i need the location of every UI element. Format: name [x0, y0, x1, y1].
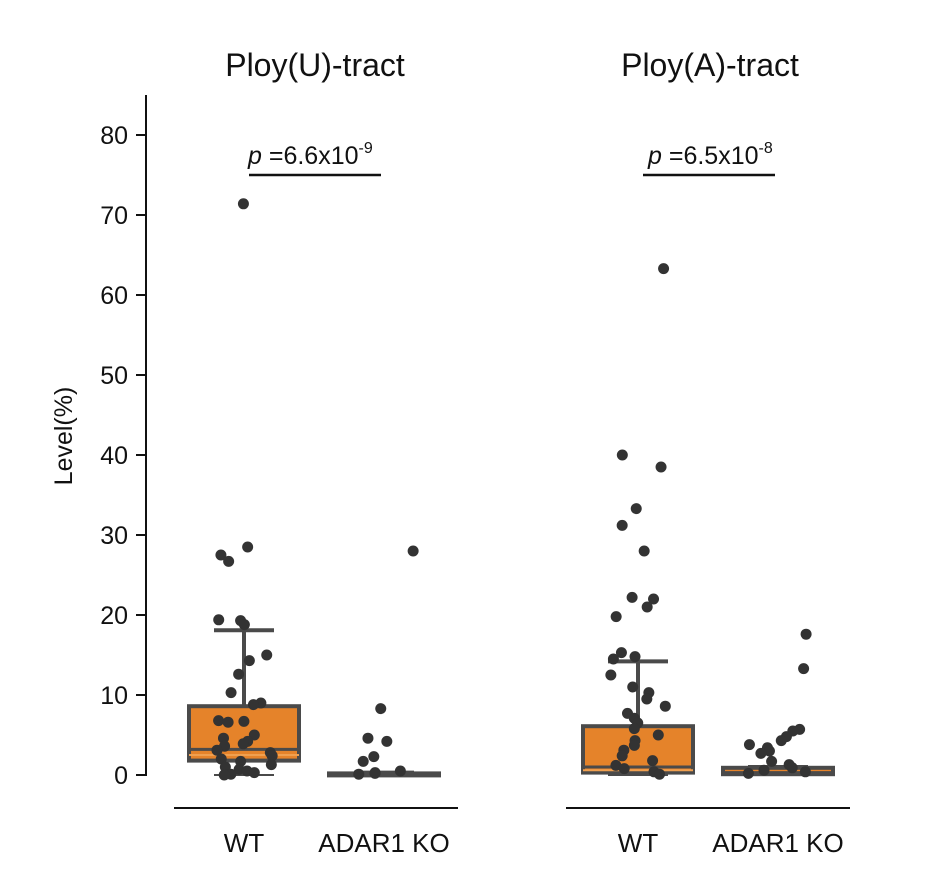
data-point: [766, 755, 778, 767]
data-point: [610, 611, 622, 623]
y-tick-label: 40: [100, 442, 128, 470]
data-point: [238, 715, 250, 727]
data-point: [215, 549, 227, 561]
p-value-right: p =6.5x10-8: [647, 140, 773, 170]
y-tick-label: 50: [100, 362, 128, 390]
p-text-right: =6.5x10: [662, 142, 759, 170]
data-point: [222, 716, 234, 728]
data-point: [647, 755, 659, 767]
x-tick-label-left-wt: WT: [224, 828, 265, 858]
data-point: [237, 738, 249, 750]
data-point: [628, 723, 640, 735]
data-point: [616, 449, 628, 461]
box-iqr: [721, 765, 835, 777]
data-point: [638, 545, 650, 557]
data-point: [233, 668, 245, 680]
data-point: [218, 769, 230, 781]
data-point: [615, 647, 627, 659]
data-point: [610, 759, 622, 771]
box-u-wt: [187, 628, 301, 776]
data-point: [616, 519, 628, 531]
data-point: [353, 768, 365, 780]
data-point: [775, 735, 787, 747]
data-point: [658, 263, 670, 275]
p-value-left: p =6.6x10-9: [247, 140, 373, 170]
data-point: [648, 593, 660, 605]
box-iqr: [187, 704, 301, 763]
data-point: [798, 663, 810, 675]
p-symbol-left: p: [247, 142, 262, 170]
data-point: [630, 503, 642, 515]
data-point: [742, 767, 754, 779]
plot-area: [187, 198, 835, 781]
data-point: [659, 700, 671, 712]
y-axis-label: Level(%): [50, 387, 78, 486]
y-tick-label: 80: [100, 122, 128, 150]
data-point: [799, 766, 811, 778]
data-point: [786, 762, 798, 774]
p-text-left: =6.6x10: [262, 142, 359, 170]
data-point: [265, 759, 277, 771]
x-tick-label-left-ko: ADAR1 KO: [318, 828, 450, 858]
data-point: [369, 767, 381, 779]
data-point: [628, 739, 640, 751]
data-point: [225, 687, 237, 699]
data-point: [755, 747, 767, 759]
p-symbol-right: p: [647, 142, 662, 170]
data-point: [763, 745, 775, 757]
data-point: [266, 750, 278, 762]
data-point: [758, 764, 770, 776]
data-point: [626, 591, 638, 603]
panel-title-left: Ploy(U)-tract: [225, 47, 405, 83]
data-point: [247, 699, 259, 711]
data-point: [655, 461, 667, 473]
data-point: [217, 732, 229, 744]
data-point: [641, 601, 653, 613]
data-point: [362, 732, 374, 744]
data-point: [211, 744, 223, 756]
y-ticks: 0 10 20 30 40 50 60 70 80: [100, 122, 146, 790]
data-point: [223, 555, 235, 567]
x-tick-label-right-ko: ADAR1 KO: [712, 828, 844, 858]
data-point: [607, 653, 619, 665]
data-point: [368, 751, 380, 763]
y-tick-label: 10: [100, 682, 128, 710]
data-point: [375, 703, 387, 715]
p-exp-right: -8: [759, 140, 773, 157]
data-point: [605, 669, 617, 681]
data-point: [394, 765, 406, 777]
data-point: [407, 545, 419, 557]
y-tick-label: 20: [100, 602, 128, 630]
box-a-ko: [721, 765, 835, 777]
data-point: [654, 768, 666, 780]
y-tick-label: 30: [100, 522, 128, 550]
data-point: [629, 651, 641, 663]
data-point: [381, 735, 393, 747]
data-point: [213, 715, 225, 727]
data-point: [238, 619, 250, 631]
y-tick-label: 60: [100, 282, 128, 310]
data-point: [618, 763, 630, 775]
data-point: [237, 198, 249, 210]
data-point: [652, 729, 664, 741]
data-point: [242, 541, 254, 553]
y-tick-label: 0: [114, 762, 128, 790]
box-u-ko: [327, 770, 441, 778]
x-tick-label-right-wt: WT: [618, 828, 659, 858]
data-point: [357, 755, 369, 767]
y-tick-label: 70: [100, 202, 128, 230]
data-point: [641, 693, 653, 705]
p-exp-left: -9: [359, 140, 373, 157]
data-point: [261, 649, 273, 661]
data-point: [743, 739, 755, 751]
data-point: [627, 681, 639, 693]
data-point: [213, 614, 225, 626]
data-point: [616, 750, 628, 762]
data-point: [248, 767, 260, 779]
data-point: [800, 628, 812, 640]
panel-title-right: Ploy(A)-tract: [621, 47, 799, 83]
data-point: [243, 655, 255, 667]
